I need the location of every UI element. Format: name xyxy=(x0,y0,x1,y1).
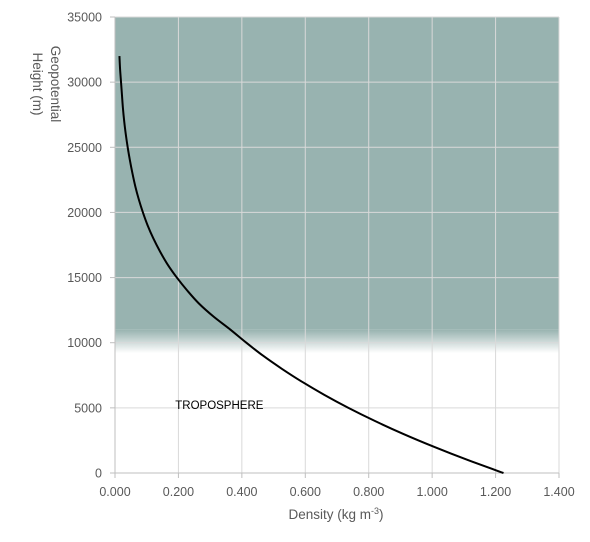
x-tick-label: 0.200 xyxy=(163,485,194,499)
y-tick-label: 20000 xyxy=(67,206,102,220)
y-axis-title: Geopotential Height (m) xyxy=(30,46,63,123)
x-tick-label: 1.200 xyxy=(480,485,511,499)
axes xyxy=(110,16,560,478)
y-tick-label: 5000 xyxy=(74,401,102,415)
x-tick-label: 0.000 xyxy=(99,485,130,499)
x-axis-title: Density (kg m-3) xyxy=(288,506,383,522)
y-tick-label: 35000 xyxy=(67,11,102,25)
density-curve xyxy=(118,56,504,474)
x-tick-label: 1.400 xyxy=(543,485,574,499)
x-tick-label: 1.000 xyxy=(417,485,448,499)
x-tick-label: 0.800 xyxy=(353,485,384,499)
stratosphere-shading xyxy=(115,17,559,354)
y-tick-label: 30000 xyxy=(67,76,102,90)
y-axis-title-line1: Geopotential xyxy=(48,46,63,123)
troposphere-label: TROPOSPHERE xyxy=(175,400,264,412)
y-axis-title-line2: Height (m) xyxy=(30,52,45,115)
tick-labels: 0.000 0.200 0.400 0.600 0.800 1.000 1.200 1.400… xyxy=(67,11,574,500)
x-tick-label: 0.600 xyxy=(290,485,321,499)
gridlines xyxy=(115,16,560,473)
y-tick-label: 15000 xyxy=(67,271,102,285)
series-layer xyxy=(118,56,504,474)
y-tick-label: 10000 xyxy=(67,336,102,350)
y-tick-label: 0 xyxy=(95,467,102,481)
shaded-band-fade xyxy=(115,329,559,354)
y-tick-label: 25000 xyxy=(67,141,102,155)
x-tick-label: 0.400 xyxy=(226,485,257,499)
